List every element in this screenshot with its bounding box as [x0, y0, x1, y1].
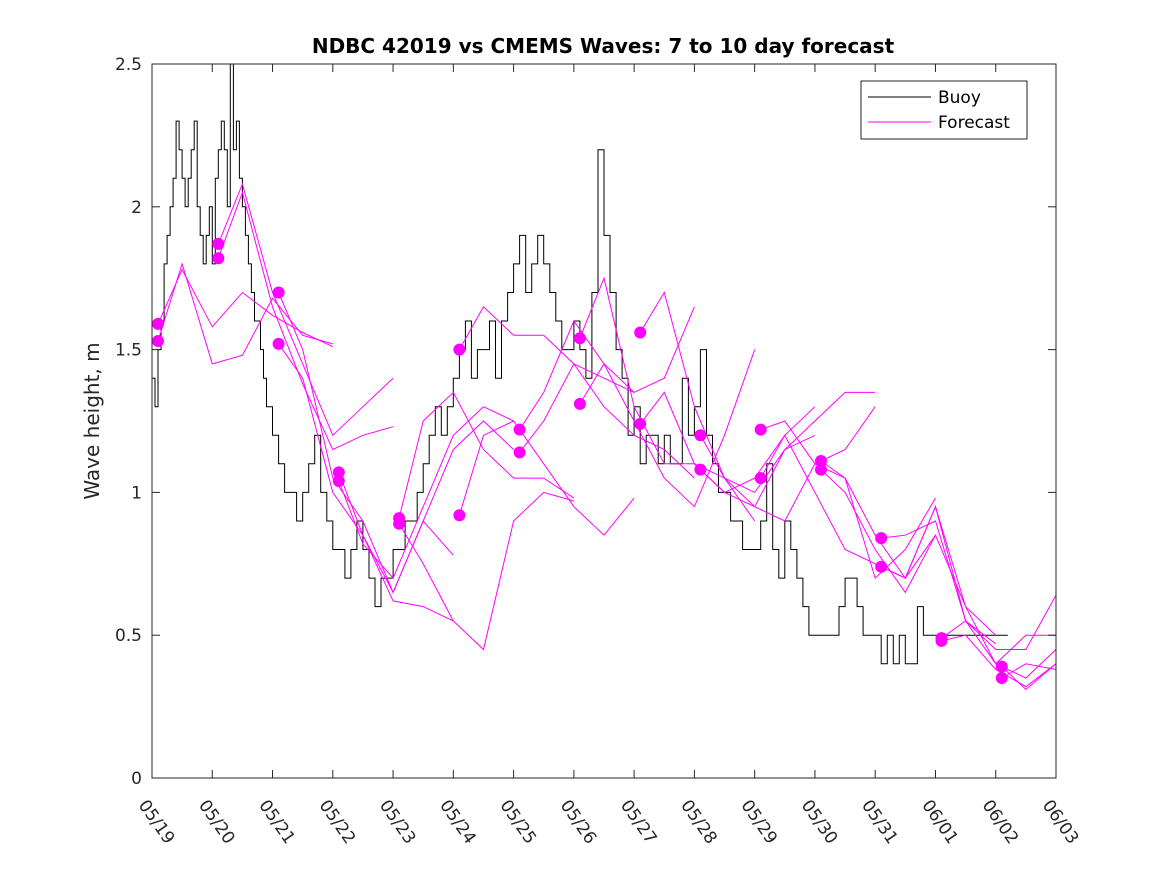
forecast-start-point-8: [332, 475, 345, 487]
forecast-start-point-10: [393, 517, 406, 530]
forecast-start-point-22: [754, 472, 767, 485]
legend-buoy-label: Buoy: [938, 88, 981, 108]
forecast-start-point-12: [453, 509, 466, 522]
forecast-start-point-16: [573, 397, 586, 410]
forecast-start-point-25: [875, 532, 888, 545]
y-tick-label: 0.5: [115, 626, 142, 646]
forecast-start-point-3: [212, 237, 225, 250]
forecast-start-point-4: [212, 252, 225, 265]
forecast-series-line-29: [1001, 663, 1057, 691]
forecast-start-point-14: [513, 446, 526, 459]
legend-forecast-label: Forecast: [938, 113, 1010, 133]
forecast-start-point-15: [573, 332, 586, 345]
forecast-start-point-24: [815, 463, 827, 476]
plot-area: [152, 63, 1057, 691]
forecast-series-line-14: [519, 362, 695, 479]
y-tick-label: 1: [131, 483, 142, 503]
forecast-series-line-2: [157, 262, 333, 365]
forecast-series-line-20: [700, 406, 876, 522]
forecast-series-line-11: [458, 305, 635, 393]
forecast-start-point-23: [815, 455, 827, 467]
forecast-start-point-13: [513, 423, 526, 436]
y-tick-label: 2.5: [115, 55, 142, 75]
buoy-series-line: [152, 63, 1008, 665]
y-axis-label: Wave height, m: [80, 342, 104, 499]
forecast-start-point-26: [875, 560, 888, 573]
forecast-series-line-4: [217, 190, 394, 451]
forecast-start-point-5: [272, 286, 285, 299]
y-tick-label: 1.5: [115, 341, 142, 361]
forecast-start-point-30: [995, 672, 1008, 684]
forecast-start-point-29: [995, 660, 1008, 673]
forecast-start-point-18: [634, 417, 647, 430]
y-tick-label: 2: [131, 198, 142, 218]
forecast-series-line-16: [579, 349, 756, 508]
forecast-series-line-30: [1001, 663, 1057, 679]
legend: Buoy Forecast: [860, 80, 1028, 140]
legend-box: [860, 80, 1028, 140]
forecast-series-line-10: [398, 491, 575, 651]
chart-title: NDBC 42019 vs CMEMS Waves: 7 to 10 day f…: [312, 34, 895, 58]
forecast-start-point-17: [634, 326, 647, 339]
forecast-series-line-26: [880, 505, 1056, 665]
forecast-series-line-19: [699, 391, 876, 494]
forecast-series-line-3: [217, 182, 394, 437]
axes-box: [151, 63, 1057, 779]
forecast-start-point-2: [152, 335, 164, 347]
forecast-series-line-9: [398, 391, 575, 519]
forecast-series-line-28: [941, 634, 1057, 688]
y-tick-label: 0: [131, 769, 142, 789]
forecast-start-point-19: [694, 429, 707, 442]
forecast-series-line-1: [157, 268, 334, 348]
forecast-start-point-21: [754, 423, 767, 436]
forecast-series-line-7: [338, 420, 514, 594]
forecast-start-point-7: [332, 466, 345, 479]
forecast-start-point-6: [272, 337, 285, 350]
forecast-start-point-20: [694, 463, 707, 476]
forecast-series-line-12: [458, 420, 635, 536]
forecast-start-point-11: [453, 343, 466, 356]
forecast-start-point-28: [935, 634, 948, 647]
forecast-series-line-27: [941, 620, 1057, 679]
forecast-series-line-8: [338, 406, 514, 580]
forecast-start-point-1: [152, 317, 164, 330]
